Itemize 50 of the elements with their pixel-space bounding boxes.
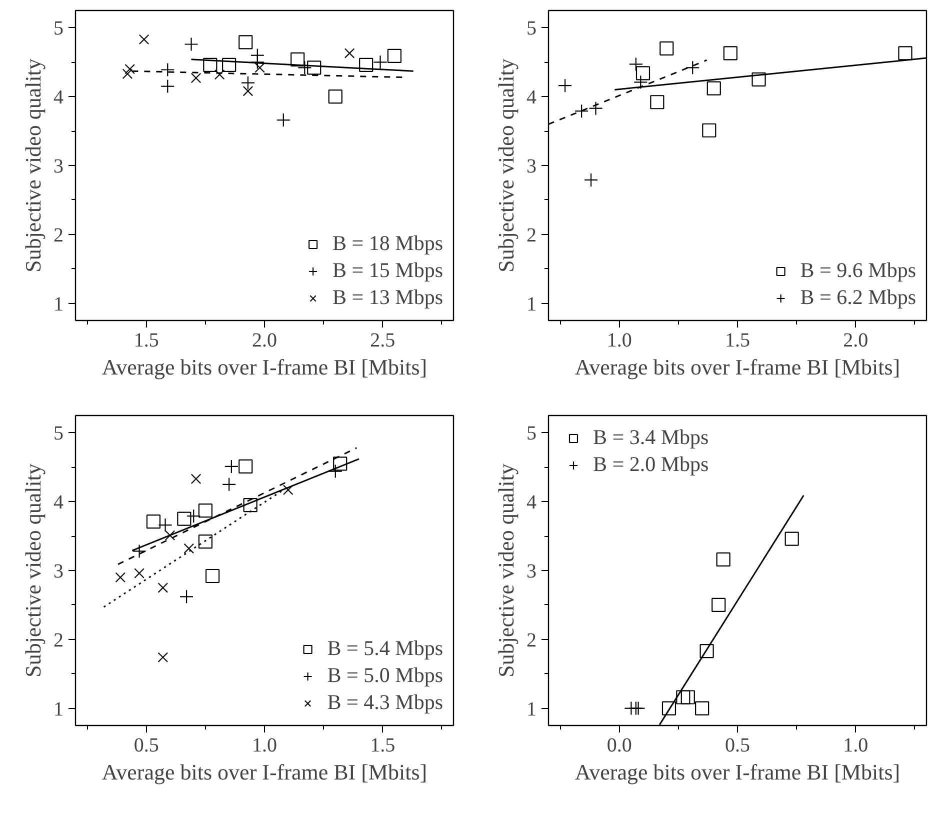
x-axis-title: Average bits over I-frame BI [Mbits] [574,760,900,784]
legend-label: B = 13 Mbps [332,285,443,310]
y-tick-label: 3 [526,560,536,582]
x-axis-title: Average bits over I-frame BI [Mbits] [102,354,428,380]
x-tick-label: 1.0 [606,330,632,352]
y-tick-label: 4 [526,86,536,109]
x-tick-label: 2.5 [370,330,396,352]
x-tick-label: 1.5 [134,330,159,352]
legend-label: B = 4.3 Mbps [327,690,443,715]
y-tick-label: 1 [54,698,64,720]
y-tick-label: 4 [54,86,64,109]
x-tick-label: 0.5 [134,734,159,756]
y-tick-label: 5 [526,18,536,40]
y-tick-label: 1 [526,293,536,316]
legend-label: B = 9.6 Mbps [800,258,916,283]
legend-label: B = 5.0 Mbps [327,663,443,688]
legend-label: B = 5.4 Mbps [327,636,443,661]
y-tick-label: 5 [54,422,64,445]
x-tick-label: 1.5 [725,330,750,352]
y-tick-label: 1 [526,698,536,720]
y-tick-label: 3 [54,560,64,582]
y-tick-label: 2 [526,224,536,246]
x-tick-label: 0.0 [606,734,632,756]
y-tick-label: 4 [526,492,536,514]
x-axis-title: Average bits over I-frame BI [Mbits] [574,354,900,380]
y-tick-label: 2 [54,629,64,652]
y-axis-title: Subjective video quality [20,58,46,272]
y-tick-label: 2 [526,629,536,652]
y-tick-label: 3 [526,156,536,178]
y-tick-label: 2 [54,224,64,246]
x-tick-label: 2.0 [843,330,868,352]
legend-label: B = 18 Mbps [332,231,443,256]
y-axis-title: Subjective video quality [20,464,46,678]
x-tick-label: 2.0 [252,330,277,352]
x-tick-label: 0.5 [725,734,750,756]
legend-label: B = 15 Mbps [332,258,443,283]
x-tick-label: 1.5 [370,734,396,756]
y-tick-label: 5 [526,422,536,445]
legend-label: B = 2.0 Mbps [593,452,709,477]
legend-label: B = 6.2 Mbps [800,285,916,310]
x-axis-title: Average bits over I-frame BI [Mbits] [102,760,428,784]
x-tick-label: 1.0 [843,734,868,756]
y-axis-title: Subjective video quality [494,58,518,272]
y-tick-label: 5 [54,18,64,40]
x-tick-label: 1.0 [252,734,277,756]
y-tick-label: 4 [54,492,64,514]
y-axis-title: Subjective video quality [494,464,518,678]
y-tick-label: 1 [54,293,64,316]
y-tick-label: 3 [54,156,64,178]
legend-label: B = 3.4 Mbps [593,425,709,450]
